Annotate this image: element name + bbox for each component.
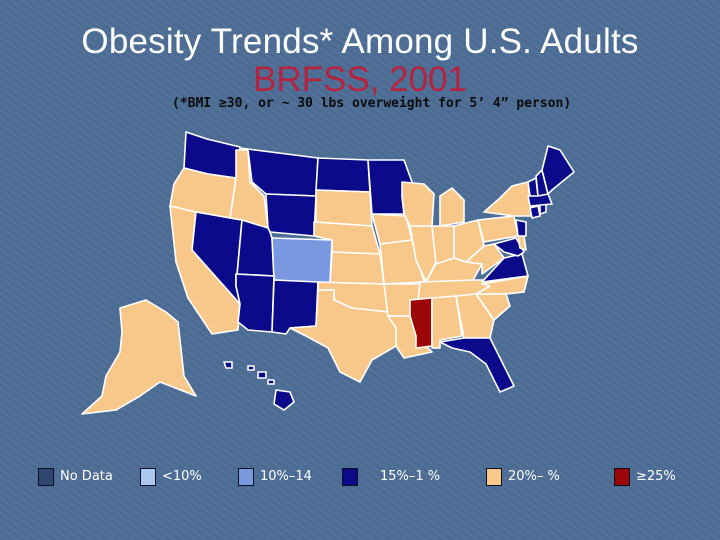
state-az[interactable] xyxy=(235,273,275,333)
state-nd[interactable] xyxy=(315,157,371,193)
state-md[interactable] xyxy=(493,237,525,257)
legend-label: <10% xyxy=(162,469,202,484)
state-ks[interactable] xyxy=(329,251,385,285)
state-de[interactable] xyxy=(517,235,527,251)
state-wy[interactable] xyxy=(265,193,317,237)
legend-label: ≥25% xyxy=(636,469,676,484)
legend-label: 20%– % xyxy=(508,469,560,484)
state-ak[interactable] xyxy=(81,299,197,415)
legend-label: 15%–1 % xyxy=(380,469,441,484)
state-tx[interactable] xyxy=(289,289,397,383)
legend-swatch xyxy=(342,468,358,486)
state-fl[interactable] xyxy=(439,337,515,393)
state-ct[interactable] xyxy=(529,205,541,219)
legend-swatch xyxy=(140,468,156,486)
state-nj[interactable] xyxy=(515,219,527,237)
legend-swatch xyxy=(614,468,630,486)
state-wi[interactable] xyxy=(401,181,435,227)
state-mi[interactable] xyxy=(439,187,465,227)
slide-title: Obesity Trends* Among U.S. Adults xyxy=(81,22,639,61)
legend-swatch xyxy=(238,468,254,486)
bmi-footnote: (*BMI ≥30, or ~ 30 lbs overweight for 5’… xyxy=(172,96,572,111)
legend-swatch xyxy=(38,468,54,486)
legend-swatch xyxy=(486,468,502,486)
state-co[interactable] xyxy=(271,237,333,285)
state-wv[interactable] xyxy=(465,243,505,275)
state-hi[interactable] xyxy=(223,361,295,411)
slide-subtitle: BRFSS, 2001 xyxy=(253,60,467,99)
state-ga[interactable] xyxy=(455,293,495,339)
legend-label: No Data xyxy=(60,469,113,484)
state-sd[interactable] xyxy=(315,189,373,227)
state-ny[interactable] xyxy=(483,181,533,217)
state-pa[interactable] xyxy=(477,215,519,243)
state-me[interactable] xyxy=(541,145,575,195)
legend-label: 10%–14 xyxy=(260,469,312,484)
